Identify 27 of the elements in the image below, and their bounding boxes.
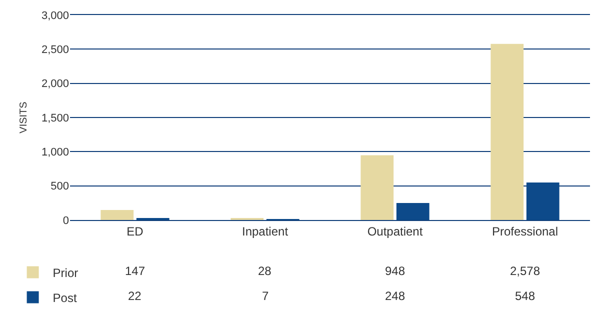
data-label: 548 xyxy=(515,289,536,303)
y-tick-label: 3,000 xyxy=(41,10,69,22)
y-tick-label: 2,500 xyxy=(41,44,69,56)
data-label: 248 xyxy=(385,289,406,303)
x-tick-label: Outpatient xyxy=(367,224,424,238)
bar xyxy=(490,44,524,220)
y-tick-label: 1,000 xyxy=(41,146,69,159)
data-label: 147 xyxy=(125,264,146,278)
y-tick-label: 1,500 xyxy=(41,112,69,124)
data-label: 2,578 xyxy=(510,264,540,278)
y-tick-label: 500 xyxy=(50,180,69,193)
y-tick-label: 0 xyxy=(62,214,69,227)
data-label: 22 xyxy=(128,289,142,303)
data-label: 7 xyxy=(262,289,269,303)
y-axis-title: VISITS xyxy=(18,101,30,134)
bar xyxy=(360,155,394,220)
data-label: 28 xyxy=(258,264,272,278)
data-label: 948 xyxy=(385,264,406,278)
bar xyxy=(100,210,134,220)
legend-label: Post xyxy=(52,290,78,305)
legend-label: Prior xyxy=(52,266,78,280)
x-tick-label: Inpatient xyxy=(242,224,289,238)
x-tick-label: ED xyxy=(126,224,144,238)
bar xyxy=(526,182,560,220)
bar xyxy=(396,203,430,220)
x-tick-label: Professional xyxy=(492,224,558,238)
y-tick-label: 2,000 xyxy=(41,78,69,90)
